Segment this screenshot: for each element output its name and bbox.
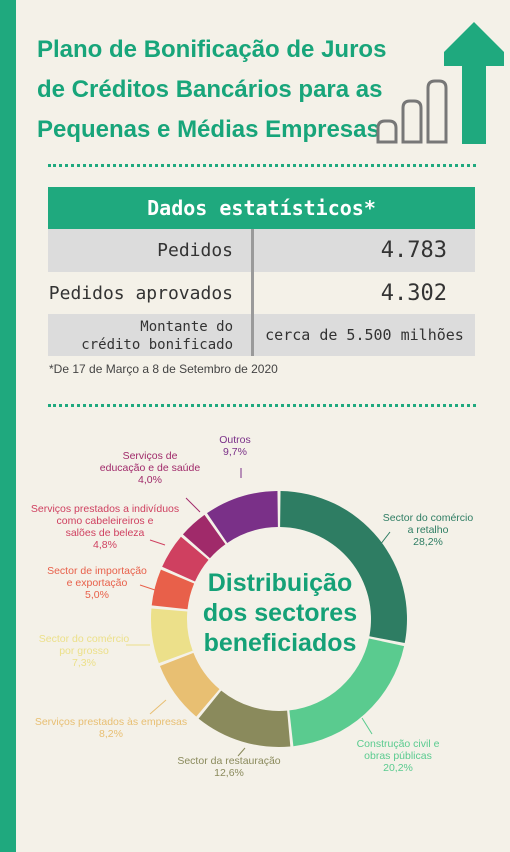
donut-slice (289, 638, 405, 747)
leader-line (361, 717, 373, 735)
stats-table: Dados estatísticos* Pedidos 4.783 Pedido… (48, 187, 475, 356)
donut-slice (162, 536, 209, 582)
chart-title-line: dos sectores (202, 599, 358, 627)
left-accent-bar (0, 0, 16, 852)
row-label: Pedidos (48, 229, 254, 272)
donut-slice (159, 652, 220, 717)
footnote: *De 17 de Março a 8 de Setembro de 2020 (49, 362, 278, 376)
row-value: cerca de 5.500 milhões (265, 326, 464, 344)
row-label: Montante do crédito bonificado (48, 314, 254, 356)
leader-line (185, 497, 201, 513)
slice-label: Sector do comércio por grosso 7,3% (39, 633, 130, 669)
chart-title-line: beneficiados (203, 629, 357, 657)
leader-line (149, 699, 167, 715)
slice-label: Sector da restauração 12,6% (177, 755, 280, 779)
table-row: Pedidos aprovados 4.302 (48, 272, 475, 314)
donut-slice (206, 491, 278, 543)
slice-label: Construção civil e obras públicas 20,2% (357, 738, 440, 774)
divider-top (48, 164, 476, 167)
chart-title-line: Distribuição (207, 569, 353, 597)
slice-label: Sector do comércio a retalho 28,2% (383, 512, 474, 548)
slice-label: Outros 9,7% (219, 434, 251, 458)
slice-label: Serviços prestados a indivíduos como cabe… (31, 503, 179, 551)
leader-line (149, 539, 166, 546)
donut-slice (182, 514, 226, 559)
row-label-line: Montante do (140, 319, 233, 335)
leader-line (379, 531, 391, 546)
donut-slice (151, 608, 193, 664)
growth-bars-arrow-icon (376, 22, 504, 144)
table-row: Montante do crédito bonificado cerca de … (48, 314, 475, 356)
divider-bottom (48, 404, 476, 407)
table-row: Pedidos 4.783 (48, 229, 475, 272)
slice-label: Serviços de educação e de saúde 4,0% (100, 450, 201, 486)
leader-line (237, 747, 246, 757)
slice-label: Sector de importação e exportação 5,0% (47, 565, 147, 601)
stats-header: Dados estatísticos* (48, 187, 475, 229)
slice-label: Serviços prestados às empresas 8,2% (35, 716, 187, 740)
donut-slice (151, 569, 195, 610)
donut-slice (280, 491, 407, 644)
donut-slice (198, 690, 291, 748)
row-value: 4.302 (380, 280, 447, 306)
page-title: Plano de Bonificação de Juros de Crédito… (37, 36, 387, 143)
leader-line (139, 584, 156, 591)
row-value: 4.783 (380, 238, 447, 263)
row-label: Pedidos aprovados (48, 272, 254, 314)
chart-center-title: Distribuição dos sectores beneficiados (185, 568, 375, 658)
row-label-line: crédito bonificado (81, 337, 233, 353)
